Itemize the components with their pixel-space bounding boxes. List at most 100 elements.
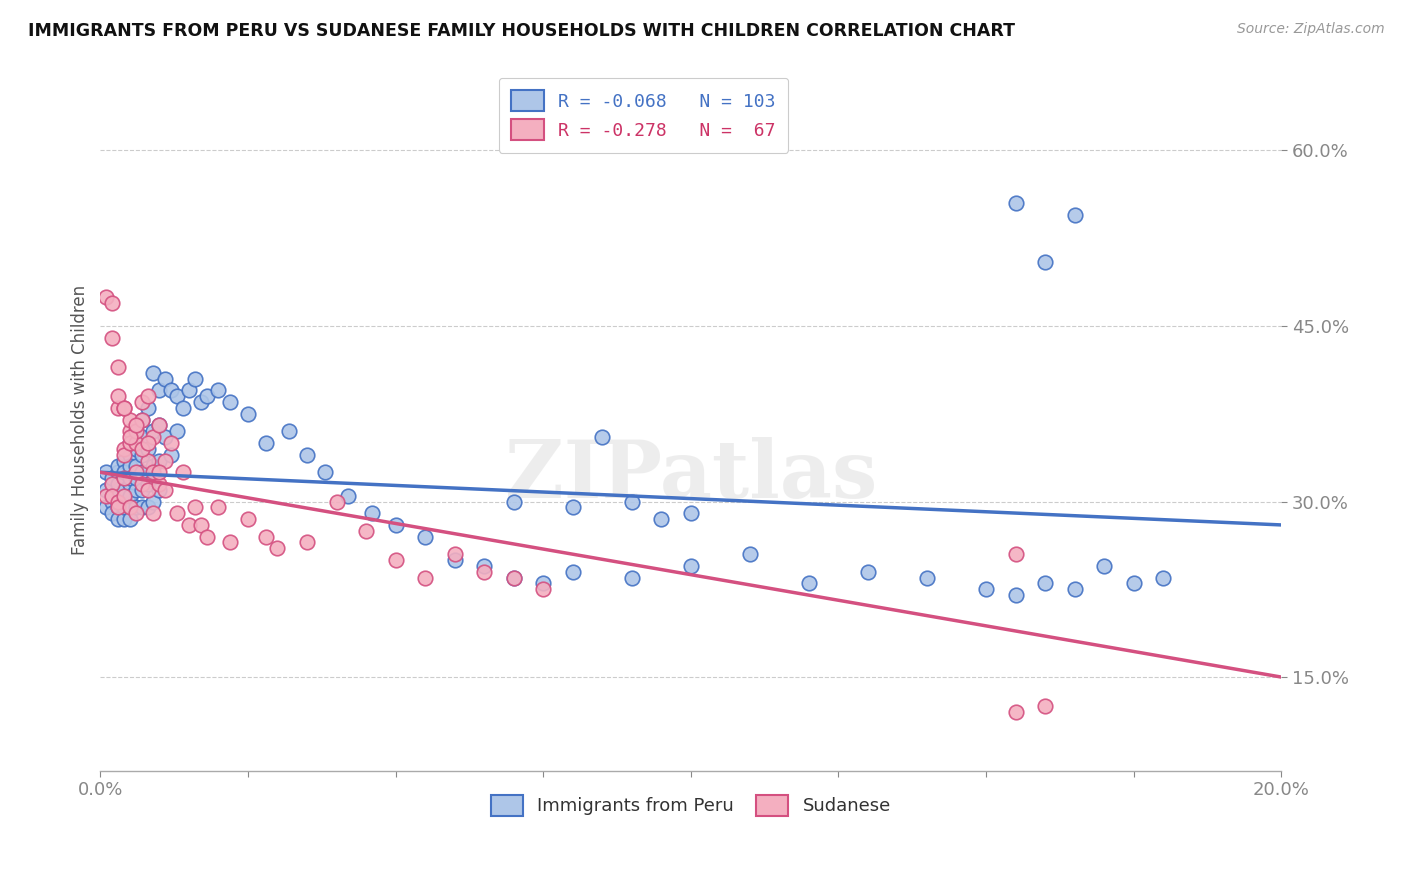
Point [1092,558,1115,573]
Point [131,395,153,409]
Point [118,500,141,515]
Point [131,500,153,515]
Point [1063,582,1085,597]
Point [118,489,141,503]
Point [136,500,159,515]
Point [413,530,436,544]
Point [155,371,177,385]
Point [254,436,277,450]
Point [125,425,148,439]
Point [125,425,148,439]
Point [160,384,183,398]
Point [118,512,141,526]
Point [107,389,129,403]
Point [142,425,165,439]
Point [1004,196,1026,211]
Point [166,425,188,439]
Point [679,558,702,573]
Point [136,389,159,403]
Point [172,401,194,415]
Y-axis label: Family Households with Children: Family Households with Children [72,285,89,555]
Point [219,535,242,549]
Point [96,465,118,479]
Point [166,506,188,520]
Point [738,547,761,561]
Point [101,494,124,508]
Point [195,530,218,544]
Point [184,371,207,385]
Point [112,453,135,467]
Point [136,453,159,467]
Point [136,401,159,415]
Point [195,389,218,403]
Point [125,483,148,497]
Point [650,512,672,526]
Point [112,448,135,462]
Point [101,471,124,485]
Point [101,489,124,503]
Point [148,453,170,467]
Point [125,459,148,474]
Point [295,448,318,462]
Point [112,500,135,515]
Point [207,500,229,515]
Point [236,512,259,526]
Point [413,571,436,585]
Point [107,459,129,474]
Point [112,489,135,503]
Point [131,442,153,456]
Point [148,465,170,479]
Point [131,483,153,497]
Point [118,448,141,462]
Point [148,477,170,491]
Point [1004,705,1026,719]
Point [620,494,643,508]
Point [107,500,129,515]
Point [155,483,177,497]
Point [107,401,129,415]
Point [591,430,613,444]
Point [107,359,129,374]
Text: Source: ZipAtlas.com: Source: ZipAtlas.com [1237,22,1385,37]
Point [278,425,301,439]
Point [107,512,129,526]
Point [155,430,177,444]
Point [1152,571,1174,585]
Point [125,465,148,479]
Point [118,436,141,450]
Legend: Immigrants from Peru, Sudanese: Immigrants from Peru, Sudanese [481,786,900,825]
Point [118,500,141,515]
Point [142,465,165,479]
Point [236,407,259,421]
Point [142,494,165,508]
Point [177,517,200,532]
Point [136,436,159,450]
Point [131,412,153,426]
Point [148,418,170,433]
Point [148,418,170,433]
Point [384,553,406,567]
Point [112,465,135,479]
Point [125,471,148,485]
Point [561,565,583,579]
Point [856,565,879,579]
Point [797,576,820,591]
Point [266,541,288,556]
Point [502,571,524,585]
Point [118,425,141,439]
Point [107,477,129,491]
Point [142,459,165,474]
Point [125,418,148,433]
Point [131,448,153,462]
Point [118,412,141,426]
Point [118,477,141,491]
Point [118,436,141,450]
Point [177,384,200,398]
Point [443,547,465,561]
Point [112,401,135,415]
Point [112,471,135,485]
Point [384,517,406,532]
Point [107,483,129,497]
Point [107,500,129,515]
Point [184,500,207,515]
